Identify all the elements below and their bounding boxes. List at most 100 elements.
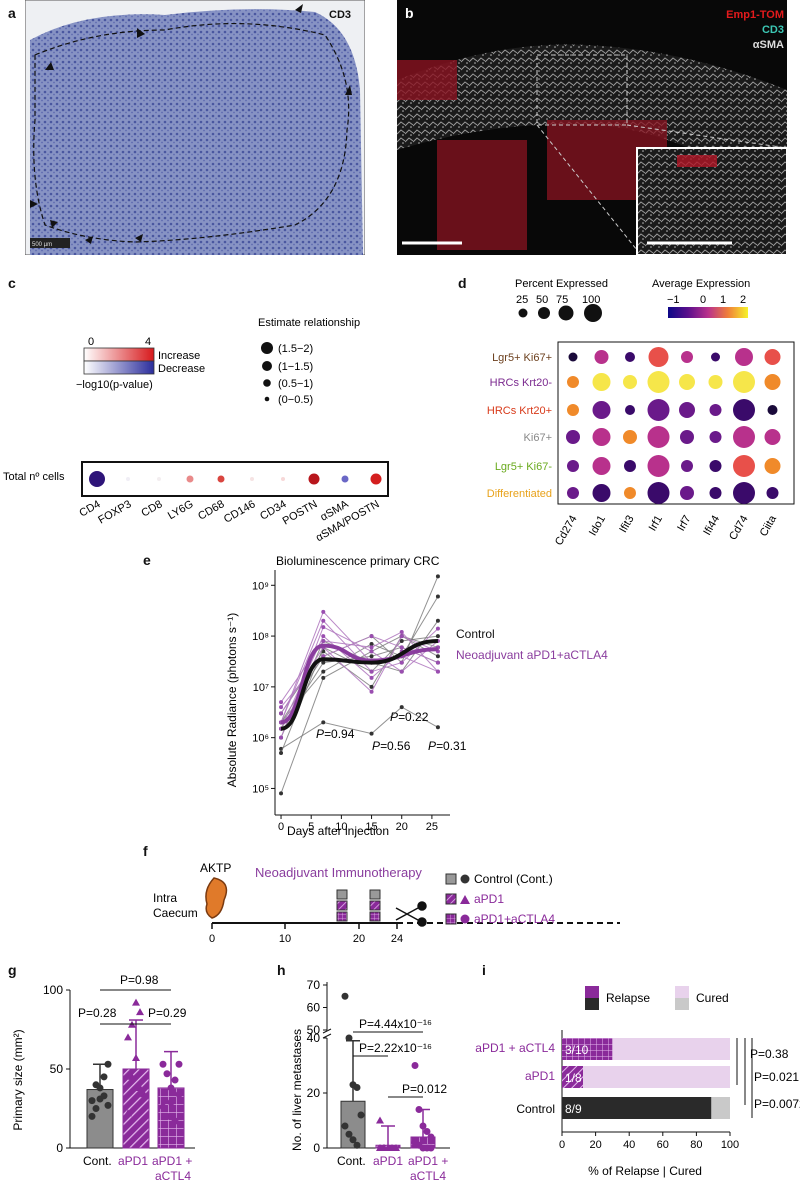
dot-3-6 bbox=[733, 426, 755, 448]
category-combo-1: aPD1 + bbox=[152, 1154, 192, 1168]
treated-point-2-2 bbox=[369, 649, 374, 654]
avg-tick-1: 1 bbox=[720, 294, 726, 306]
dot-5-4 bbox=[680, 486, 694, 500]
dot-1-0 bbox=[567, 376, 579, 388]
dot-2-1 bbox=[592, 401, 611, 419]
gene-label-5: Ifi44 bbox=[701, 514, 722, 538]
dot-2-7 bbox=[767, 405, 778, 415]
point-0-4 bbox=[357, 1111, 365, 1119]
ytick-label-0: 10⁵ bbox=[252, 783, 269, 795]
dot-2 bbox=[157, 477, 161, 481]
axis-break-2 bbox=[322, 1028, 332, 1034]
decrease-label: Decrease bbox=[158, 363, 205, 375]
category-combo-1: aPD1 + bbox=[408, 1154, 448, 1168]
xtick-label-2: 10 bbox=[335, 821, 347, 833]
treated-point-3-0 bbox=[279, 705, 284, 710]
dot-0-5 bbox=[711, 352, 720, 362]
point-2-4 bbox=[175, 1090, 183, 1098]
xtick-label-5: 25 bbox=[426, 821, 438, 833]
row-label-1: HRCs Krt20- bbox=[490, 377, 553, 389]
caecum-icon bbox=[205, 877, 228, 919]
colorbar-increase bbox=[83, 347, 155, 362]
control-point-1-1 bbox=[321, 720, 326, 725]
dot-7 bbox=[308, 473, 320, 485]
point-0-0 bbox=[341, 992, 349, 1000]
pct-level-25: 25 bbox=[516, 294, 528, 306]
dot-4-2 bbox=[624, 460, 636, 472]
avg-tick-neg1: −1 bbox=[667, 294, 680, 306]
dot-5-6 bbox=[733, 482, 755, 504]
dot-4-5 bbox=[709, 460, 722, 472]
dot-3-5 bbox=[709, 431, 722, 443]
panel-c-label: c bbox=[8, 275, 16, 291]
mean-line-neoadjuvant bbox=[280, 643, 438, 725]
treated-point-4-1 bbox=[321, 618, 326, 623]
point-0-6 bbox=[92, 1105, 100, 1112]
p-top: P=0.98 bbox=[120, 973, 159, 987]
dot-0-3 bbox=[648, 347, 669, 367]
dose-day-17 bbox=[336, 889, 348, 922]
dot-1-5 bbox=[708, 375, 723, 389]
p-prefix-day19: P= bbox=[390, 710, 405, 724]
treated-point-3-4 bbox=[435, 660, 440, 665]
legend-apd1-square bbox=[445, 893, 457, 905]
size-level-2: (1−1.5) bbox=[278, 361, 313, 373]
dot-3-2 bbox=[623, 430, 637, 444]
x-axis-label: % of Relapse | Cured bbox=[588, 1164, 702, 1178]
category-control: Control bbox=[516, 1102, 555, 1116]
point-1-4 bbox=[140, 1090, 148, 1098]
control-point-1-2 bbox=[369, 731, 374, 736]
panel-c-dotplot: 0 4 Increase Decrease −log10(p-value) Es… bbox=[3, 317, 389, 544]
relapse-bar-2 bbox=[562, 1097, 712, 1119]
dose-day-21 bbox=[369, 889, 381, 922]
point-2-0 bbox=[411, 1062, 419, 1069]
gene-label-4: Irf7 bbox=[675, 514, 693, 534]
color-min: 0 bbox=[88, 336, 94, 348]
point-0-4 bbox=[104, 1101, 112, 1109]
dot-3-1 bbox=[592, 428, 611, 446]
dot-3-0 bbox=[566, 430, 580, 444]
panel-b-fluorescence-image: Emp1-TOM CD3 αSMA bbox=[397, 0, 787, 255]
legend-asma: αSMA bbox=[753, 39, 784, 51]
control-point-7-1 bbox=[321, 660, 326, 665]
size-level-1: (1.5−2) bbox=[278, 343, 313, 355]
dot-4 bbox=[217, 475, 225, 483]
marker-label-3: LY6G bbox=[166, 498, 196, 522]
dot-4-6 bbox=[733, 455, 755, 477]
scale-bar bbox=[30, 238, 70, 248]
ytick-label-4: 60 bbox=[307, 1001, 321, 1015]
dot-5-0 bbox=[567, 487, 579, 499]
dot-0-2 bbox=[625, 352, 635, 362]
dot-1-4 bbox=[679, 374, 695, 390]
xtick-label-1: 20 bbox=[589, 1139, 601, 1151]
panel-e-label: e bbox=[143, 552, 151, 568]
point-2-1 bbox=[415, 1106, 423, 1113]
control-point-4-4 bbox=[435, 654, 440, 659]
svg-text:P=0.31: P=0.31 bbox=[428, 739, 467, 753]
point-1-2 bbox=[132, 1053, 140, 1061]
treated-point-5-2 bbox=[369, 645, 374, 650]
dot-0-6 bbox=[735, 348, 753, 366]
legend-relapse-text: Relapse bbox=[606, 991, 650, 1005]
dot-1-1 bbox=[592, 373, 611, 391]
gene-label-6: Cd74 bbox=[727, 514, 751, 543]
treated-point-6-1 bbox=[321, 634, 326, 639]
gene-label-1: Ido1 bbox=[587, 514, 608, 539]
control-point-1-3 bbox=[399, 705, 404, 710]
point-0-2 bbox=[96, 1084, 104, 1092]
legend-apd1-triangle bbox=[460, 895, 470, 904]
legend-combo-text: aPD1+aCTLA4 bbox=[474, 912, 555, 926]
marker-label-2: CD8 bbox=[139, 498, 164, 519]
dot-2-0 bbox=[567, 404, 579, 416]
p-prefix-day7: P= bbox=[316, 727, 331, 741]
gene-label-3: Irf1 bbox=[647, 514, 665, 534]
zoom-box bbox=[536, 54, 628, 126]
tumor-border-dashed bbox=[33, 23, 350, 243]
dot-4-0 bbox=[567, 460, 579, 472]
point-1-7 bbox=[132, 998, 140, 1006]
panel-d-label: d bbox=[458, 275, 467, 291]
axis-break-1 bbox=[322, 1033, 332, 1039]
ytick-label-5: 70 bbox=[307, 978, 321, 992]
tumor-label: AKTP bbox=[200, 861, 231, 875]
p-value-day19: 0.22 bbox=[405, 710, 429, 724]
